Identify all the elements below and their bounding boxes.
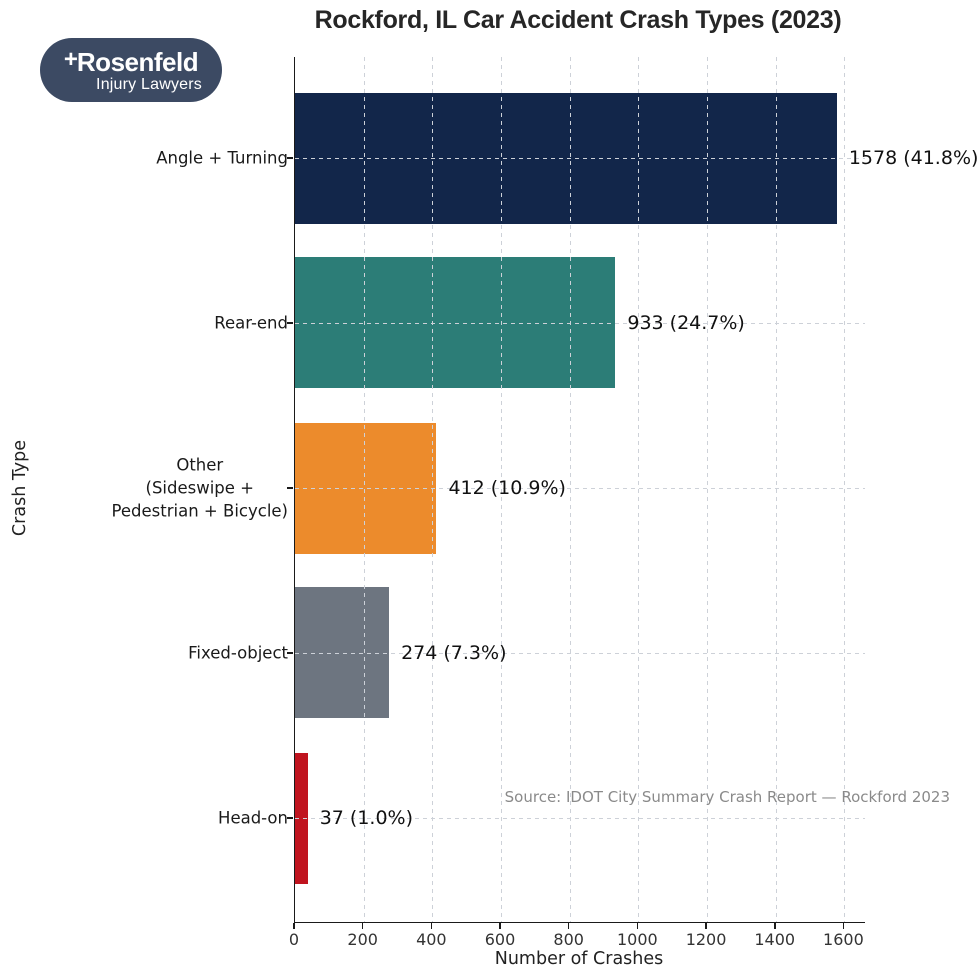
y-gridline bbox=[295, 818, 865, 820]
x-gridline bbox=[363, 57, 365, 922]
y-gridline bbox=[295, 488, 865, 490]
x-axis-title: Number of Crashes bbox=[494, 949, 664, 969]
x-tick-label: 1400 bbox=[754, 930, 796, 949]
bar-value-label: 274 (7.3%) bbox=[401, 641, 507, 664]
y-axis-title: Crash Type bbox=[10, 439, 30, 537]
plot-area: 1578 (41.8%) 933 (24.7%) 412 (10.9%) 274 (7… bbox=[294, 57, 978, 923]
page-title: Rockford, IL Car Accident Crash Types (2… bbox=[314, 6, 842, 34]
y-tick-label: Head-on bbox=[218, 808, 288, 828]
x-gridline bbox=[432, 57, 434, 922]
source-note: Source: IDOT City Summary Crash Report —… bbox=[504, 788, 950, 806]
x-tick-label: 400 bbox=[416, 930, 447, 949]
x-tick-mark bbox=[293, 923, 295, 929]
cross-icon: + bbox=[63, 46, 78, 73]
y-tick-mark bbox=[287, 817, 293, 819]
x-tick-mark bbox=[636, 923, 639, 929]
brand-logo: + Rosenfeld Injury Lawyers bbox=[40, 38, 222, 102]
y-tick-label: Other (Sideswipe + Pedestrian + Bicycle) bbox=[111, 455, 288, 521]
x-gridline bbox=[501, 57, 503, 922]
logo-tagline: Injury Lawyers bbox=[96, 76, 202, 93]
y-tick-mark bbox=[287, 652, 293, 654]
x-gridline bbox=[569, 57, 571, 922]
x-tick-mark bbox=[499, 923, 501, 929]
x-gridline bbox=[844, 57, 846, 922]
y-tick-mark bbox=[287, 157, 293, 159]
x-tick-label: 800 bbox=[553, 930, 584, 949]
logo-brand-row: + Rosenfeld bbox=[63, 46, 199, 77]
x-tick-label: 1000 bbox=[617, 930, 658, 949]
y-tick-mark bbox=[287, 487, 293, 489]
y-tick-label: Rear-end bbox=[214, 313, 288, 333]
x-gridline bbox=[638, 57, 640, 922]
x-tick-label: 600 bbox=[484, 930, 516, 949]
y-tick-label: Angle + Turning bbox=[156, 148, 288, 168]
x-tick-label: 200 bbox=[347, 930, 378, 949]
x-tick-mark bbox=[430, 923, 433, 929]
x-tick-mark bbox=[567, 923, 570, 929]
bar-value-label: 37 (1.0%) bbox=[319, 807, 414, 830]
logo-brand-name: Rosenfeld bbox=[76, 47, 199, 77]
x-tick-mark bbox=[842, 923, 845, 929]
x-tick-mark bbox=[705, 923, 707, 929]
y-gridline bbox=[295, 652, 865, 654]
y-tick-mark bbox=[287, 322, 293, 324]
x-tick-label: 0 bbox=[288, 930, 300, 949]
y-gridline bbox=[295, 158, 865, 160]
bar-value-label: 412 (10.9%) bbox=[448, 477, 566, 500]
x-tick-mark bbox=[773, 923, 776, 929]
x-tick-label: 1600 bbox=[823, 930, 864, 949]
x-gridline bbox=[707, 57, 709, 922]
x-tick-label: 1200 bbox=[685, 930, 727, 949]
x-tick-mark bbox=[361, 923, 364, 929]
bar-value-label: 933 (24.7%) bbox=[627, 311, 745, 334]
x-gridline bbox=[775, 57, 777, 922]
y-gridline bbox=[295, 322, 865, 324]
y-tick-label: Fixed-object bbox=[188, 643, 288, 663]
bar-value-label: 1578 (41.8%) bbox=[848, 147, 979, 170]
